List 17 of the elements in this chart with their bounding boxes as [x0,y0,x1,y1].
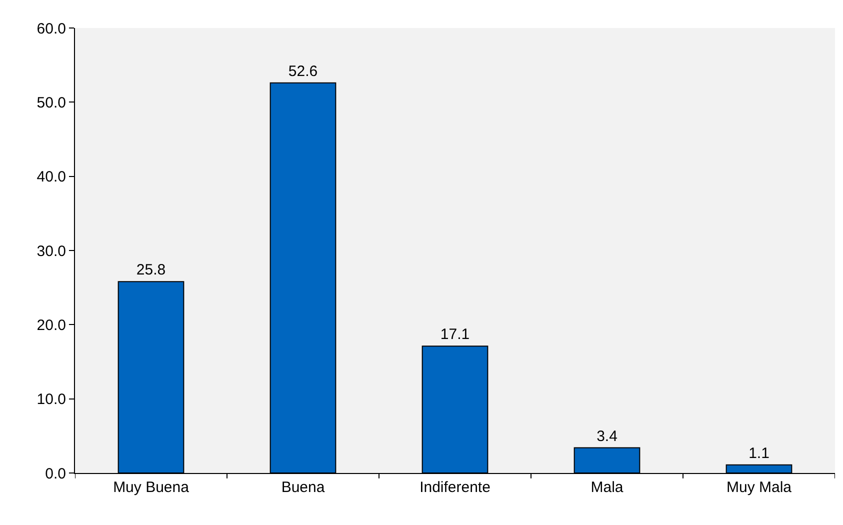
data-label: 52.6 [288,62,318,80]
x-tick-label: Mala [590,479,624,496]
y-tick-label: 50.0 [36,94,66,112]
data-label: 3.4 [596,428,618,445]
data-label: 1.1 [748,444,770,462]
x-tick-label: Buena [281,479,326,496]
y-tick-label: 60.0 [36,20,66,38]
y-tick-label: 40.0 [36,168,66,186]
y-tick-label: 30.0 [36,242,66,260]
x-tick-label: Muy Buena [113,479,190,496]
y-tick-label: 20.0 [36,316,66,334]
x-tick-label: Indiferente [420,479,490,496]
data-label: 17.1 [440,326,470,344]
y-tick-label: 0.0 [45,465,66,482]
data-label: 25.8 [136,262,166,279]
x-tick-label: Muy Mala [726,479,792,496]
y-tick-label: 10.0 [36,391,66,408]
